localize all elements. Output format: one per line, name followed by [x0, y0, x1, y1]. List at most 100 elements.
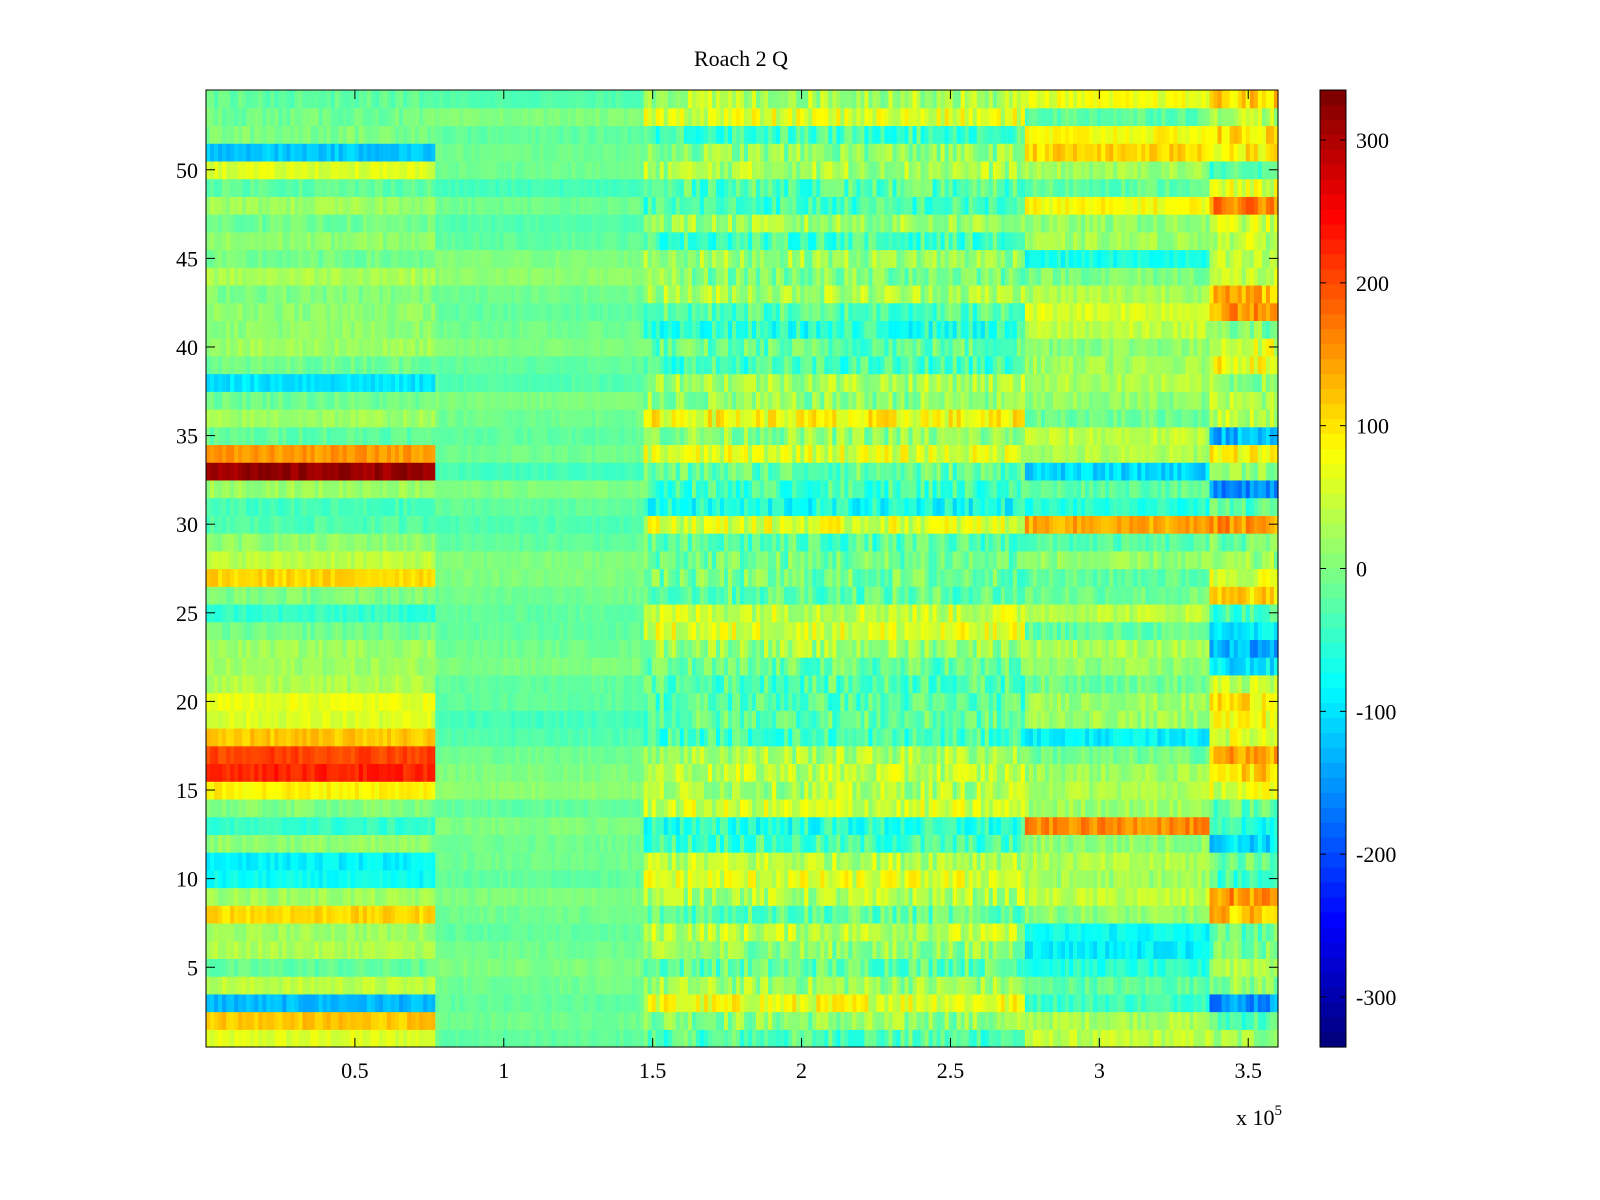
heatmap-cell: [290, 798, 296, 818]
heatmap-cell: [555, 852, 561, 871]
heatmap-cell: [366, 710, 372, 729]
heatmap-cell: [1217, 887, 1223, 906]
heatmap-cell: [760, 940, 765, 959]
heatmap-cell: [547, 922, 553, 942]
heatmap-cell: [1052, 745, 1058, 765]
heatmap-cell: [1069, 887, 1074, 906]
heatmap-cell: [711, 869, 717, 889]
heatmap-cell: [1269, 798, 1275, 818]
heatmap-cell: [214, 852, 219, 871]
heatmap-cell: [266, 834, 271, 853]
heatmap-cell: [740, 1029, 745, 1048]
heatmap-cell: [1241, 816, 1247, 835]
heatmap-cell: [860, 852, 865, 871]
heatmap-cell: [800, 958, 805, 977]
heatmap-cell: [631, 940, 637, 959]
heatmap-cell: [1225, 1011, 1231, 1030]
heatmap-cell: [1177, 798, 1183, 818]
heatmap-cell: [1036, 763, 1042, 782]
heatmap-cell: [663, 905, 669, 924]
heatmap-cell: [872, 976, 878, 995]
heatmap-cell: [551, 728, 557, 747]
heatmap-cell: [382, 958, 388, 977]
heatmap-cell: [523, 940, 529, 959]
heatmap-cell: [543, 976, 549, 995]
heatmap-cell: [1221, 1029, 1227, 1048]
heatmap-cell: [350, 834, 356, 853]
heatmap-cell: [298, 852, 304, 871]
heatmap-cell: [511, 887, 517, 906]
heatmap-cell: [1149, 887, 1154, 906]
heatmap-cell: [615, 816, 621, 835]
heatmap-cell: [964, 976, 970, 995]
heatmap-cell: [651, 887, 657, 906]
heatmap-cell: [884, 869, 890, 889]
heatmap-cell: [812, 852, 817, 871]
heatmap-cell: [603, 976, 609, 995]
heatmap-cell: [1221, 781, 1227, 800]
heatmap-cell: [1237, 728, 1243, 747]
heatmap-cell: [723, 869, 729, 889]
heatmap-cell: [719, 958, 725, 977]
heatmap-cell: [475, 1011, 480, 1030]
heatmap-cell: [1233, 958, 1239, 977]
heatmap-cell: [1044, 763, 1050, 782]
heatmap-cell: [1065, 993, 1070, 1013]
heatmap-cell: [772, 905, 777, 924]
heatmap-cell: [611, 905, 617, 924]
heatmap-cell: [732, 781, 737, 800]
heatmap-cell: [1209, 781, 1215, 800]
heatmap-cell: [334, 834, 340, 853]
heatmap-cell: [1032, 1029, 1038, 1048]
heatmap-cell: [1069, 993, 1074, 1013]
heatmap-cell: [816, 728, 821, 747]
heatmap-cell: [1153, 940, 1158, 959]
heatmap-cell: [675, 1029, 681, 1048]
heatmap-cell: [374, 745, 380, 765]
heatmap-cell: [1121, 922, 1126, 942]
heatmap-cell: [711, 1011, 717, 1030]
heatmap-cell: [988, 1029, 994, 1048]
heatmap-cell: [1089, 852, 1094, 871]
heatmap-cell: [591, 958, 597, 977]
heatmap-cell: [792, 728, 797, 747]
heatmap-cell: [1052, 887, 1058, 906]
heatmap-cell: [1253, 798, 1259, 818]
heatmap-cell: [1085, 887, 1090, 906]
heatmap-cell: [1085, 834, 1090, 853]
heatmap-cell: [956, 976, 962, 995]
heatmap-cell: [776, 745, 781, 765]
heatmap-cell: [892, 940, 898, 959]
heatmap-cell: [419, 816, 424, 835]
heatmap-cell: [812, 834, 817, 853]
heatmap-cell: [924, 852, 930, 871]
heatmap-cell: [667, 993, 673, 1013]
heatmap-cell: [1133, 816, 1138, 835]
heatmap-cell: [1233, 887, 1239, 906]
heatmap-cell: [760, 976, 765, 995]
heatmap-cell: [1213, 869, 1219, 889]
heatmap-cell: [1229, 922, 1235, 942]
heatmap-cell: [1209, 1011, 1215, 1030]
heatmap-cell: [968, 834, 974, 853]
heatmap-cell: [266, 905, 271, 924]
heatmap-cell: [479, 816, 484, 835]
heatmap-cell: [603, 834, 609, 853]
heatmap-cell: [976, 798, 982, 818]
heatmap-cell: [1269, 1029, 1275, 1048]
heatmap-cell: [1145, 816, 1150, 835]
heatmap-cell: [318, 745, 324, 765]
heatmap-cell: [427, 710, 432, 729]
heatmap-cell: [711, 728, 717, 747]
heatmap-cell: [1052, 993, 1058, 1013]
heatmap-cell: [683, 869, 689, 889]
heatmap-cell: [491, 816, 497, 835]
heatmap-cell: [984, 798, 990, 818]
heatmap-cell: [463, 993, 468, 1013]
heatmap-cell: [651, 1029, 657, 1048]
heatmap-cell: [238, 1011, 243, 1030]
heatmap-cell: [395, 869, 400, 889]
heatmap-cell: [900, 728, 906, 747]
heatmap-cell: [1185, 763, 1191, 782]
heatmap-cell: [880, 781, 886, 800]
